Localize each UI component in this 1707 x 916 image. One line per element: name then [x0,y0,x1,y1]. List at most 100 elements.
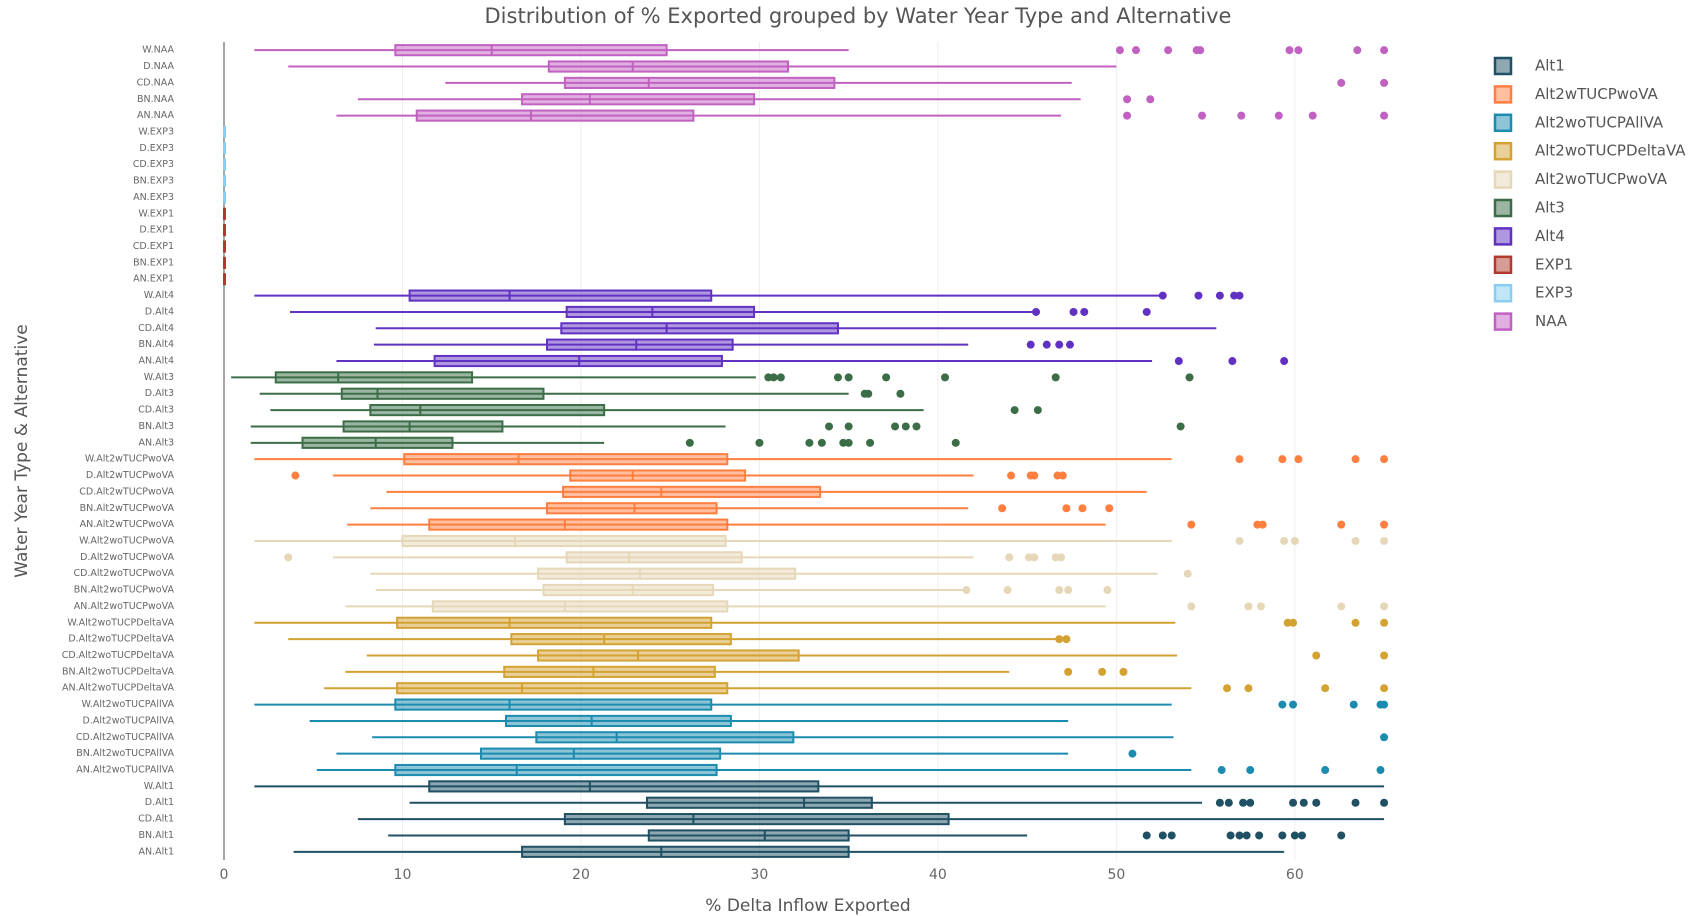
y-category-label: BN.EXP3 [133,176,174,187]
outlier [1294,455,1303,464]
legend-swatch[interactable] [1493,312,1513,331]
box [537,649,800,662]
x-tick-label: 20 [572,867,590,883]
outlier [1351,798,1360,807]
outlier [844,422,853,431]
legend-label[interactable]: EXP3 [1535,284,1573,302]
outlier [912,422,921,431]
box [563,813,950,826]
outlier [1380,798,1389,807]
y-category-label: CD.EXP3 [133,159,174,170]
outlier [864,389,873,398]
outlier [891,422,900,431]
box [396,682,729,695]
outlier [1278,831,1287,840]
outlier [825,422,834,431]
outlier [1080,307,1089,316]
y-category-label: D.EXP1 [139,225,174,236]
outlier [1294,46,1303,55]
legend-label[interactable]: Alt2woTUCPDeltaVA [1535,142,1686,160]
outlier [951,438,960,447]
x-tick-label: 0 [220,867,229,883]
y-category-label: AN.EXP1 [133,274,174,285]
box [428,518,729,531]
legend-swatch[interactable] [1493,198,1513,218]
y-category-label: D.Alt4 [145,306,174,317]
outlier [1244,684,1253,693]
legend-label[interactable]: Alt2woTUCPAllVA [1535,113,1664,131]
box [521,845,850,858]
legend-swatch[interactable] [1493,56,1513,76]
legend-label[interactable]: Alt2woTUCPwoVA [1535,170,1668,188]
y-axis-label: Water Year Type & Alternative [12,324,32,577]
legend-label[interactable]: EXP1 [1535,255,1573,273]
box [546,338,734,351]
box [408,289,713,302]
legend-label[interactable]: Alt2wTUCPwoVA [1535,85,1659,103]
outlier [1308,111,1317,120]
legend-swatch[interactable] [1493,227,1513,246]
outlier [1256,602,1265,611]
outlier [1123,111,1132,120]
legend-swatch[interactable] [1493,170,1513,189]
outlier [1285,46,1294,55]
outlier [1244,602,1253,611]
y-category-label: CD.Alt2woTUCPAllVA [76,732,175,743]
outlier [866,438,875,447]
legend-swatch[interactable] [1493,283,1513,303]
outlier [1321,684,1330,693]
box [415,109,695,122]
outlier [291,471,300,480]
y-category-label: W.Alt2woTUCPDeltaVA [67,617,174,628]
outlier [962,586,971,595]
outlier [998,504,1007,513]
outlier [1380,733,1389,742]
y-category-label: AN.EXP3 [133,192,174,203]
y-category-label: BN.Alt2woTUCPDeltaVA [62,666,174,677]
box [394,44,668,57]
legend-swatch[interactable] [1493,141,1513,161]
box [394,763,718,777]
legend-swatch[interactable] [1493,113,1513,133]
outlier [1069,307,1078,316]
y-category-label: AN.Alt4 [138,356,174,367]
box [480,747,722,760]
box [510,633,732,646]
outlier [1242,831,1251,840]
box [369,404,606,417]
box [396,616,713,629]
outlier [1353,46,1362,55]
y-category-label: CD.Alt3 [138,405,174,416]
legend-swatch[interactable] [1493,255,1513,275]
outlier [1078,504,1087,513]
box [547,60,789,73]
legend-label[interactable]: Alt4 [1535,227,1565,245]
legend-swatch[interactable] [1493,85,1513,104]
outlier [1187,602,1196,611]
outlier [1055,340,1064,349]
legend-label[interactable]: Alt1 [1535,57,1565,75]
box [401,534,727,548]
outlier [1185,373,1194,382]
y-category-label: D.Alt1 [145,797,174,808]
x-tick-label: 40 [929,867,947,883]
outlier [1194,291,1203,300]
box [546,502,718,515]
x-tick-label: 10 [394,867,412,883]
outlier [1235,831,1244,840]
outlier [1246,798,1255,807]
outlier [844,373,853,382]
y-category-label: CD.Alt4 [138,323,174,334]
outlier [1380,618,1389,627]
x-axis-label: % Delta Inflow Exported [705,896,910,916]
legend-label[interactable]: Alt3 [1535,199,1565,217]
y-category-label: W.EXP3 [138,126,174,137]
box [504,714,732,728]
box [428,780,820,793]
box [521,93,756,106]
legend-label[interactable]: NAA [1535,312,1568,330]
box [565,551,743,564]
outlier [1289,798,1298,807]
box [403,453,729,466]
outlier [1337,78,1346,87]
